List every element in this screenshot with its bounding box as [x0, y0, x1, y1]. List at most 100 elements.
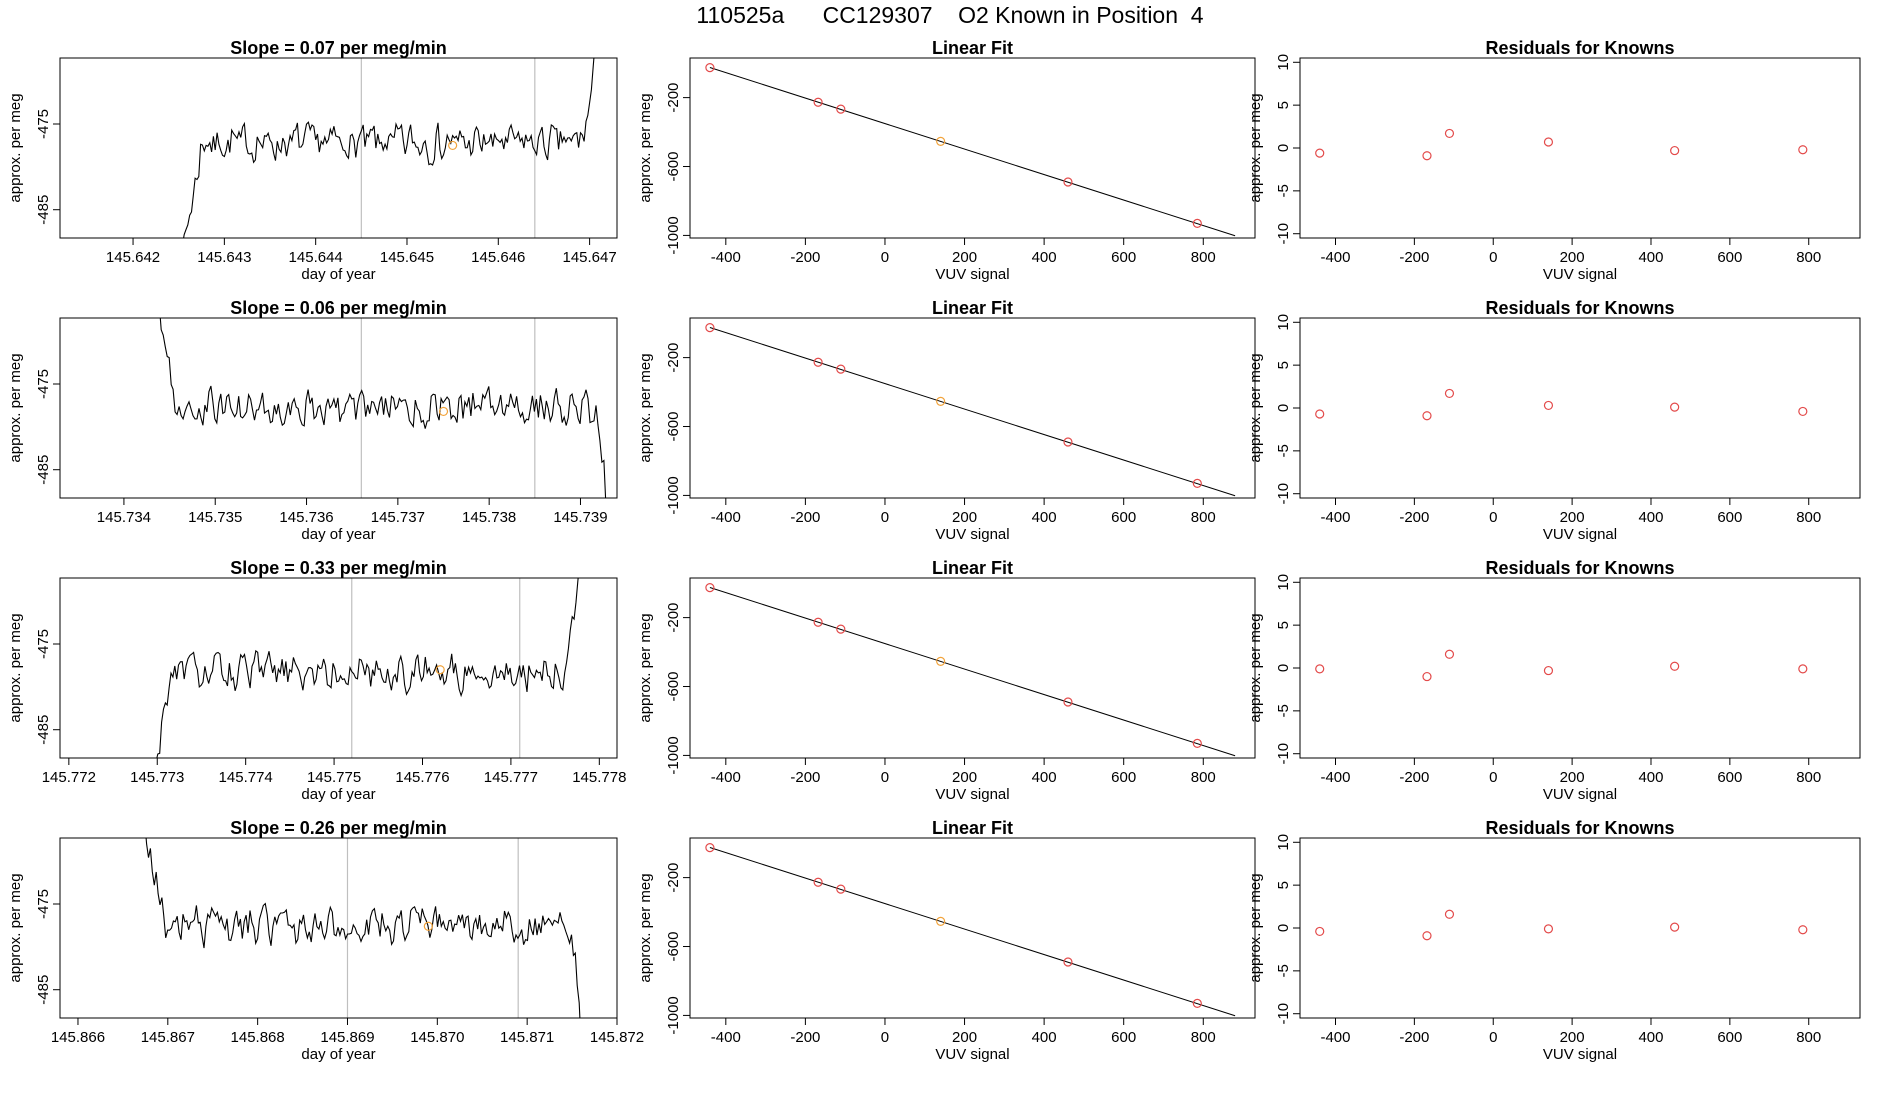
trace-3-xlabel: day of year [301, 786, 375, 803]
fit-2-ytick-label: -1000 [665, 476, 682, 514]
residuals-4-frame [1299, 837, 1861, 1019]
trace-4-trace-line [145, 838, 581, 1018]
trace-4-ytick-label: -475 [35, 889, 52, 919]
fit-3-point-3 [836, 624, 846, 634]
fit-4-xtick-label: 600 [1111, 1029, 1136, 1046]
trace-4-xtick-label: 145.866 [51, 1029, 105, 1046]
residuals-2-frame [1299, 317, 1861, 499]
trace-4-xtick-label: 145.869 [320, 1029, 374, 1046]
residuals-1-xtick-label: 600 [1717, 249, 1742, 266]
trace-1-xtick-label: 145.644 [289, 249, 343, 266]
residuals-2-xtick-label: 600 [1717, 509, 1742, 526]
trace-1-xtick-label: 145.645 [380, 249, 434, 266]
trace-1-xtick-label: 145.642 [106, 249, 160, 266]
trace-3-xtick-label: 145.775 [307, 769, 361, 786]
trace-4-ylabel: approx. per meg [7, 873, 24, 982]
residuals-4-point-4 [1543, 924, 1554, 934]
fit-2-point-2 [813, 357, 823, 367]
residuals-3-ylabel: approx. per meg [1247, 613, 1264, 722]
trace-3-highlight-point [435, 665, 445, 675]
fit-3-fit-line [709, 586, 1236, 757]
fit-1-xlabel: VUV signal [935, 266, 1009, 283]
residuals-1-point-6 [1798, 145, 1808, 155]
trace-2-trace-line [159, 318, 607, 498]
residuals-2-xlabel: VUV signal [1543, 526, 1617, 543]
fit-4-point-6 [1192, 998, 1202, 1008]
residuals-1-point-2 [1422, 151, 1432, 161]
residuals-1-xtick-label: 400 [1638, 249, 1663, 266]
residuals-2-xtick-label: 0 [1489, 509, 1497, 526]
fit-3-xtick-label: 400 [1032, 769, 1057, 786]
trace-1-xlabel: day of year [301, 266, 375, 283]
residuals-4-point-2 [1422, 931, 1432, 941]
fit-4-xtick-label: 0 [881, 1029, 889, 1046]
residuals-4-xtick-label: -400 [1320, 1029, 1350, 1046]
residuals-3-xtick-label: 0 [1489, 769, 1497, 786]
residuals-3-title: Residuals for Knowns [1485, 558, 1674, 578]
trace-3-trace-line [156, 578, 579, 758]
residuals-3-xtick-label: 400 [1638, 769, 1663, 786]
fit-1-title: Linear Fit [932, 38, 1013, 58]
trace-2-ytick-label: -485 [35, 455, 52, 485]
fit-2-xtick-label: 600 [1111, 509, 1136, 526]
fit-4-point-2 [813, 877, 823, 887]
fit-4-ytick-label: -1000 [665, 996, 682, 1034]
fit-3-point-4 [936, 656, 946, 666]
fit-3-ytick-label: -200 [665, 603, 682, 633]
fit-1-xtick-label: 200 [952, 249, 977, 266]
residuals-2-xtick-label: -400 [1320, 509, 1350, 526]
fit-3-point-6 [1192, 738, 1202, 748]
trace-2-xtick-label: 145.738 [462, 509, 516, 526]
residuals-4-plot-area [1315, 909, 1808, 941]
residuals-4-point-6 [1798, 925, 1808, 935]
residuals-3-point-4 [1543, 665, 1554, 676]
residuals-3-xtick-label: -200 [1399, 769, 1429, 786]
fit-2-ytick-label: -200 [665, 343, 682, 373]
fit-1-xtick-label: 800 [1191, 249, 1216, 266]
fit-2-plot-area [705, 323, 1236, 497]
fit-1-ytick-label: -200 [665, 83, 682, 113]
residuals-4-ytick-label: -5 [1275, 964, 1292, 977]
fit-4-frame [689, 837, 1256, 1019]
residuals-2-ytick-label: 0 [1275, 404, 1292, 412]
residuals-4-ytick-label: -10 [1275, 1003, 1292, 1025]
fit-2-frame [689, 317, 1256, 499]
residuals-1-point-3 [1444, 128, 1455, 139]
trace-3-ytick-label: -475 [35, 629, 52, 659]
trace-1-title: Slope = 0.07 per meg/min [230, 38, 447, 58]
fit-4-point-5 [1063, 957, 1073, 967]
residuals-3-ytick-label: -10 [1275, 743, 1292, 765]
fit-2-xtick-label: 800 [1191, 509, 1216, 526]
residuals-4-xtick-label: 0 [1489, 1029, 1497, 1046]
trace-3-ylabel: approx. per meg [7, 613, 24, 722]
trace-2-xtick-label: 145.735 [188, 509, 242, 526]
trace-2-xtick-label: 145.734 [97, 509, 151, 526]
fit-1-xtick-label: -200 [790, 249, 820, 266]
fit-1-point-6 [1192, 218, 1202, 228]
trace-2-highlight-point [438, 406, 449, 417]
fit-2-xtick-label: 0 [881, 509, 889, 526]
residuals-2-point-2 [1422, 411, 1432, 421]
fit-4-ylabel: approx. per meg [637, 873, 654, 982]
residuals-1-point-5 [1670, 145, 1680, 156]
fit-3-point-2 [813, 617, 823, 627]
fit-2-xtick-label: 200 [952, 509, 977, 526]
trace-1-highlight-point [448, 140, 458, 151]
residuals-3-plot-area [1315, 649, 1808, 682]
residuals-2-ytick-label: -5 [1275, 444, 1292, 457]
residuals-2-ytick-label: 10 [1275, 314, 1292, 331]
residuals-1-xtick-label: 800 [1796, 249, 1821, 266]
fit-1-ytick-label: -600 [665, 152, 682, 182]
trace-4-xtick-label: 145.871 [500, 1029, 554, 1046]
residuals-3-xtick-label: -400 [1320, 769, 1350, 786]
fit-4-fit-line [709, 846, 1236, 1017]
residuals-1-ytick-label: -5 [1275, 184, 1292, 197]
fit-3-title: Linear Fit [932, 558, 1013, 578]
residuals-2-point-6 [1798, 406, 1808, 417]
fit-3-point-1 [705, 583, 715, 593]
trace-1-ytick-label: -485 [35, 195, 52, 225]
residuals-3-ytick-label: 5 [1275, 621, 1292, 629]
residuals-2-ytick-label: 5 [1275, 361, 1292, 369]
fit-3-xtick-label: -200 [790, 769, 820, 786]
